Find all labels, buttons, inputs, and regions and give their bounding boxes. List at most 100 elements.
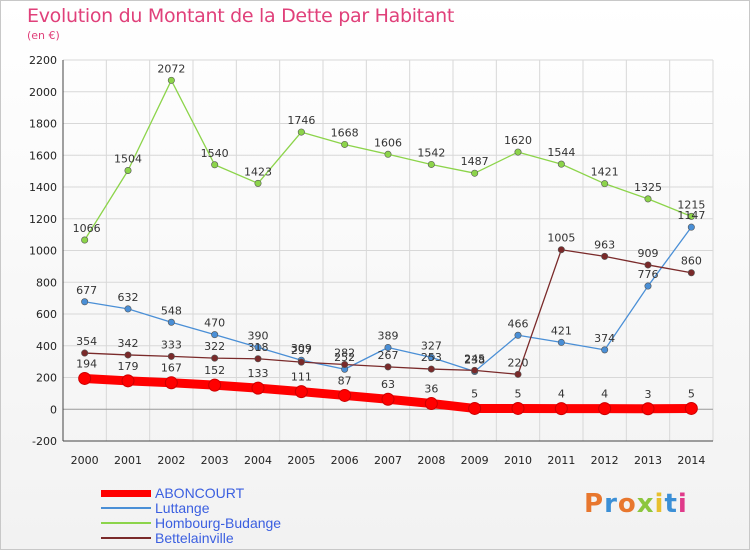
y-tick-label: 1400 bbox=[29, 181, 57, 194]
data-label-hombourg-budange: 1540 bbox=[201, 147, 229, 160]
data-point-hombourg-budange bbox=[384, 150, 392, 158]
data-point-hombourg-budange bbox=[514, 148, 522, 156]
y-tick-label: 400 bbox=[36, 340, 57, 353]
data-point-hombourg-budange bbox=[167, 76, 175, 84]
data-point-luttange bbox=[211, 331, 219, 339]
data-point-bettelainville bbox=[254, 355, 262, 363]
data-label-hombourg-budange: 1544 bbox=[547, 146, 575, 159]
data-label-aboncourt: 63 bbox=[381, 378, 395, 391]
data-label-hombourg-budange: 2072 bbox=[157, 62, 185, 75]
data-point-aboncourt bbox=[424, 397, 438, 411]
chart-unit: (en €) bbox=[27, 29, 60, 42]
data-label-hombourg-budange: 1746 bbox=[287, 114, 315, 127]
data-label-aboncourt: 194 bbox=[76, 357, 97, 370]
legend-swatch-luttange bbox=[101, 507, 151, 509]
series-line-hombourg-budange bbox=[84, 79, 692, 241]
legend-label-luttange: Luttange bbox=[155, 500, 210, 516]
data-point-bettelainville bbox=[557, 246, 565, 254]
data-point-hombourg-budange bbox=[601, 180, 609, 188]
data-point-bettelainville bbox=[471, 366, 479, 374]
y-tick-label: 1200 bbox=[29, 213, 57, 226]
data-point-aboncourt bbox=[251, 381, 265, 395]
x-tick-label: 2008 bbox=[417, 454, 445, 467]
x-tick-label: 2013 bbox=[634, 454, 662, 467]
data-label-bettelainville: 963 bbox=[594, 238, 615, 251]
proxiti-logo: Proxiti bbox=[584, 489, 688, 519]
data-point-hombourg-budange bbox=[471, 169, 479, 177]
data-point-hombourg-budange bbox=[644, 195, 652, 203]
data-label-hombourg-budange: 1620 bbox=[504, 134, 532, 147]
data-label-luttange: 327 bbox=[421, 339, 442, 352]
y-tick-label: 2200 bbox=[29, 54, 57, 67]
data-label-luttange: 238 bbox=[464, 353, 485, 366]
data-label-aboncourt: 152 bbox=[204, 364, 225, 377]
data-point-hombourg-budange bbox=[557, 160, 565, 168]
data-label-bettelainville: 318 bbox=[248, 341, 269, 354]
x-tick-label: 2001 bbox=[114, 454, 142, 467]
data-point-bettelainville bbox=[297, 358, 305, 366]
data-label-luttange: 309 bbox=[291, 342, 312, 355]
logo-letter: r bbox=[604, 489, 618, 519]
data-point-luttange bbox=[427, 353, 435, 361]
data-point-luttange bbox=[687, 223, 695, 231]
data-label-hombourg-budange: 1504 bbox=[114, 152, 142, 165]
x-tick-label: 2010 bbox=[504, 454, 532, 467]
data-point-aboncourt bbox=[294, 385, 308, 399]
data-label-aboncourt: 3 bbox=[645, 388, 652, 401]
data-point-aboncourt bbox=[78, 371, 92, 385]
y-tick-label: 2000 bbox=[29, 86, 57, 99]
y-tick-label: 0 bbox=[50, 403, 57, 416]
data-label-bettelainville: 342 bbox=[118, 337, 139, 350]
data-point-aboncourt bbox=[468, 401, 482, 415]
x-tick-label: 2009 bbox=[461, 454, 489, 467]
data-point-hombourg-budange bbox=[297, 128, 305, 136]
data-label-aboncourt: 4 bbox=[558, 388, 565, 401]
data-label-aboncourt: 36 bbox=[424, 383, 438, 396]
data-label-aboncourt: 111 bbox=[291, 371, 312, 384]
data-point-luttange bbox=[254, 343, 262, 351]
data-point-luttange bbox=[601, 346, 609, 354]
data-label-luttange: 632 bbox=[118, 291, 139, 304]
data-point-hombourg-budange bbox=[687, 212, 695, 220]
data-point-aboncourt bbox=[121, 374, 135, 388]
data-label-luttange: 677 bbox=[76, 284, 97, 297]
data-label-hombourg-budange: 1325 bbox=[634, 181, 662, 194]
data-label-bettelainville: 909 bbox=[638, 247, 659, 260]
legend-label-aboncourt: ABONCOURT bbox=[155, 485, 245, 501]
data-label-bettelainville: 245 bbox=[464, 352, 485, 365]
logo-letter: x bbox=[636, 489, 655, 519]
data-label-bettelainville: 322 bbox=[204, 340, 225, 353]
data-point-hombourg-budange bbox=[81, 236, 89, 244]
data-label-bettelainville: 220 bbox=[508, 356, 529, 369]
data-point-aboncourt bbox=[381, 392, 395, 406]
data-point-bettelainville bbox=[514, 370, 522, 378]
data-label-hombourg-budange: 1421 bbox=[591, 166, 619, 179]
data-point-luttange bbox=[167, 318, 175, 326]
data-label-hombourg-budange: 1066 bbox=[73, 222, 101, 235]
data-label-bettelainville: 1005 bbox=[547, 232, 575, 245]
legend-label-hombourg-budange: Hombourg-Budange bbox=[155, 515, 282, 531]
data-point-bettelainville bbox=[81, 349, 89, 357]
data-label-luttange: 470 bbox=[204, 317, 225, 330]
data-point-hombourg-budange bbox=[427, 160, 435, 168]
data-point-bettelainville bbox=[384, 363, 392, 371]
x-tick-label: 2007 bbox=[374, 454, 402, 467]
x-tick-label: 2005 bbox=[287, 454, 315, 467]
logo-letter: i bbox=[677, 489, 688, 519]
data-label-hombourg-budange: 1542 bbox=[417, 146, 445, 159]
data-point-luttange bbox=[514, 331, 522, 339]
data-point-aboncourt bbox=[554, 402, 568, 416]
legend-swatch-hombourg-budange bbox=[101, 522, 151, 524]
data-label-aboncourt: 5 bbox=[515, 387, 522, 400]
data-label-aboncourt: 4 bbox=[601, 388, 608, 401]
logo-letter: P bbox=[584, 489, 605, 519]
data-point-bettelainville bbox=[644, 261, 652, 269]
y-tick-label: 800 bbox=[36, 276, 57, 289]
data-label-bettelainville: 253 bbox=[421, 351, 442, 364]
data-point-aboncourt bbox=[511, 401, 525, 415]
data-point-luttange bbox=[557, 338, 565, 346]
x-tick-label: 2014 bbox=[677, 454, 705, 467]
x-tick-label: 2012 bbox=[591, 454, 619, 467]
data-label-bettelainville: 333 bbox=[161, 338, 182, 351]
